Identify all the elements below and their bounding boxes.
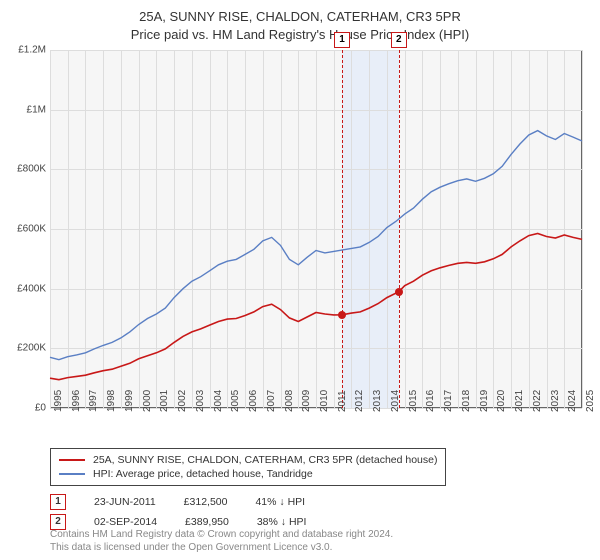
y-tick-label: £600K bbox=[17, 224, 46, 235]
legend: 25A, SUNNY RISE, CHALDON, CATERHAM, CR3 … bbox=[50, 448, 446, 486]
sale-date-2: 02-SEP-2014 bbox=[94, 516, 157, 528]
x-tick-label: 2005 bbox=[230, 390, 241, 412]
chart-title: 25A, SUNNY RISE, CHALDON, CATERHAM, CR3 … bbox=[0, 0, 600, 43]
legend-row-hpi: HPI: Average price, detached house, Tand… bbox=[59, 467, 437, 481]
footer: Contains HM Land Registry data © Crown c… bbox=[50, 528, 393, 554]
legend-swatch-hpi bbox=[59, 473, 85, 475]
x-tick-label: 1995 bbox=[53, 390, 64, 412]
legend-label-hpi: HPI: Average price, detached house, Tand… bbox=[93, 468, 313, 480]
chart-container: 25A, SUNNY RISE, CHALDON, CATERHAM, CR3 … bbox=[0, 0, 600, 560]
x-tick-label: 2023 bbox=[550, 390, 561, 412]
x-tick-label: 2020 bbox=[496, 390, 507, 412]
sale-dot bbox=[395, 288, 403, 296]
x-tick-label: 2016 bbox=[425, 390, 436, 412]
sale-price-1: £312,500 bbox=[184, 496, 228, 508]
x-tick-label: 2024 bbox=[567, 390, 578, 412]
x-tick-label: 2009 bbox=[301, 390, 312, 412]
legend-swatch-property bbox=[59, 459, 85, 461]
sale-marker-box: 2 bbox=[391, 32, 407, 48]
x-tick-label: 2011 bbox=[337, 390, 348, 412]
x-tick-label: 1997 bbox=[88, 390, 99, 412]
x-tick-label: 2001 bbox=[159, 390, 170, 412]
title-line1: 25A, SUNNY RISE, CHALDON, CATERHAM, CR3 … bbox=[0, 8, 600, 26]
footer-line1: Contains HM Land Registry data © Crown c… bbox=[50, 528, 393, 541]
x-tick-label: 2013 bbox=[372, 390, 383, 412]
legend-row-property: 25A, SUNNY RISE, CHALDON, CATERHAM, CR3 … bbox=[59, 453, 437, 467]
x-tick-label: 1996 bbox=[71, 390, 82, 412]
sale-delta-2: 38% ↓ HPI bbox=[257, 516, 307, 528]
x-tick-label: 2014 bbox=[390, 390, 401, 412]
sale-row-1: 1 23-JUN-2011 £312,500 41% ↓ HPI bbox=[50, 494, 305, 510]
sale-date-1: 23-JUN-2011 bbox=[94, 496, 156, 508]
x-tick-label: 1999 bbox=[124, 390, 135, 412]
y-tick-label: £1M bbox=[27, 104, 46, 115]
y-tick-label: £0 bbox=[35, 403, 46, 414]
x-tick-label: 2002 bbox=[177, 390, 188, 412]
sale-dot bbox=[338, 311, 346, 319]
x-tick-label: 2007 bbox=[266, 390, 277, 412]
x-tick-label: 2018 bbox=[461, 390, 472, 412]
x-tick-label: 1998 bbox=[106, 390, 117, 412]
x-tick-label: 2006 bbox=[248, 390, 259, 412]
sale-box-1: 1 bbox=[50, 494, 66, 510]
x-tick-label: 2004 bbox=[213, 390, 224, 412]
series-hpi bbox=[50, 131, 582, 360]
y-tick-label: £800K bbox=[17, 164, 46, 175]
x-tick-label: 2010 bbox=[319, 390, 330, 412]
x-tick-label: 2021 bbox=[514, 390, 525, 412]
line-series-svg bbox=[50, 50, 582, 408]
sale-marker-box: 1 bbox=[334, 32, 350, 48]
x-tick-label: 2017 bbox=[443, 390, 454, 412]
y-tick-label: £1.2M bbox=[18, 45, 46, 56]
plot-area: 12 £0£200K£400K£600K£800K£1M£1.2M 199519… bbox=[50, 50, 582, 408]
x-tick-label: 2022 bbox=[532, 390, 543, 412]
x-tick-label: 2008 bbox=[284, 390, 295, 412]
y-tick-label: £200K bbox=[17, 343, 46, 354]
series-property bbox=[50, 234, 582, 380]
sale-price-2: £389,950 bbox=[185, 516, 229, 528]
y-tick-label: £400K bbox=[17, 283, 46, 294]
x-tick-label: 2003 bbox=[195, 390, 206, 412]
x-tick-label: 2025 bbox=[585, 390, 596, 412]
footer-line2: This data is licensed under the Open Gov… bbox=[50, 541, 393, 554]
title-line2: Price paid vs. HM Land Registry's House … bbox=[0, 26, 600, 44]
x-tick-label: 2015 bbox=[408, 390, 419, 412]
x-tick-label: 2012 bbox=[354, 390, 365, 412]
x-tick-label: 2019 bbox=[479, 390, 490, 412]
sale-delta-1: 41% ↓ HPI bbox=[255, 496, 305, 508]
x-tick-label: 2000 bbox=[142, 390, 153, 412]
legend-label-property: 25A, SUNNY RISE, CHALDON, CATERHAM, CR3 … bbox=[93, 454, 437, 466]
